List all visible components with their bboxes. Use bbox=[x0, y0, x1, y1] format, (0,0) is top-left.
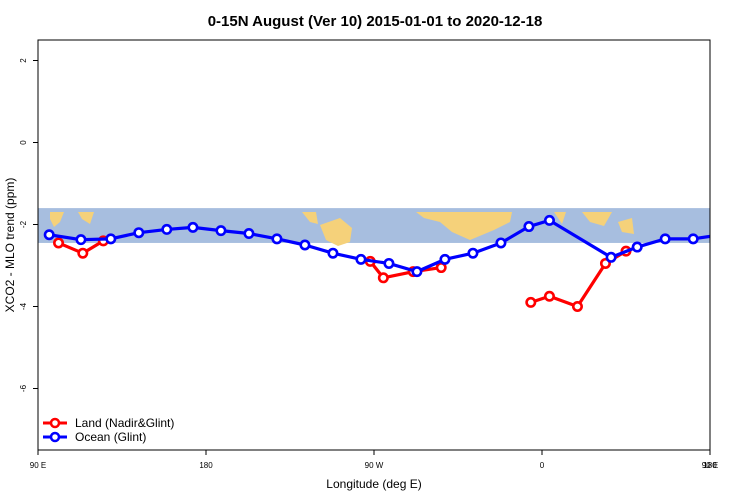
data-point-ocean bbox=[105, 233, 117, 245]
map-land-shape bbox=[554, 212, 566, 224]
data-point-ocean bbox=[743, 235, 750, 243]
y-tick-label: -2 bbox=[19, 220, 28, 228]
data-point-ocean bbox=[271, 233, 283, 245]
data-point-land bbox=[53, 237, 65, 249]
data-point-land bbox=[741, 239, 749, 247]
map-land-shape bbox=[416, 212, 512, 240]
data-point-ocean bbox=[467, 247, 479, 259]
data-point-land bbox=[377, 272, 389, 284]
x-tick-label: 90 E bbox=[30, 461, 46, 470]
data-point-ocean bbox=[605, 251, 617, 263]
map-land-shape bbox=[582, 212, 612, 226]
data-point-land bbox=[77, 247, 89, 259]
map-land-shape bbox=[50, 212, 64, 227]
data-point-ocean bbox=[631, 241, 643, 253]
data-point-ocean bbox=[543, 214, 555, 226]
world-map-band bbox=[38, 208, 710, 246]
data-point-ocean bbox=[243, 228, 255, 240]
data-point-land bbox=[543, 290, 555, 302]
map-land-shape bbox=[78, 212, 94, 224]
data-point-ocean bbox=[161, 223, 173, 235]
y-tick-label: -4 bbox=[19, 302, 28, 310]
legend-marker-land bbox=[49, 417, 61, 429]
x-tick-label: 0 bbox=[540, 461, 545, 470]
data-point-ocean bbox=[133, 227, 145, 239]
data-point-land bbox=[525, 296, 537, 308]
y-axis-title: XCO2 - MLO trend (ppm) bbox=[3, 178, 17, 313]
series-layer bbox=[43, 214, 750, 312]
map-land-shape bbox=[618, 218, 634, 234]
data-point-ocean bbox=[717, 231, 725, 239]
data-point-ocean bbox=[411, 266, 423, 278]
data-point-ocean bbox=[523, 221, 535, 233]
data-point-ocean bbox=[215, 225, 227, 237]
x-axis-title: Longitude (deg E) bbox=[326, 477, 421, 491]
legend-label-ocean: Ocean (Glint) bbox=[75, 430, 146, 444]
data-point-ocean bbox=[495, 237, 507, 249]
data-point-ocean bbox=[383, 257, 395, 269]
legend-label-land: Land (Nadir&Glint) bbox=[75, 416, 174, 430]
legend: Land (Nadir&Glint) Ocean (Glint) bbox=[43, 416, 174, 444]
map-land-shape bbox=[302, 212, 318, 224]
x-tick-label: 180 bbox=[703, 461, 717, 470]
data-point-ocean bbox=[439, 253, 451, 265]
x-tick-label: 90 E bbox=[702, 461, 718, 470]
chart-title: 0-15N August (Ver 10) 2015-01-01 to 2020… bbox=[208, 13, 543, 30]
data-point-ocean bbox=[43, 229, 55, 241]
data-point-land bbox=[711, 247, 719, 255]
data-point-ocean bbox=[187, 221, 199, 233]
map-land-shape bbox=[320, 218, 352, 246]
data-point-ocean bbox=[687, 233, 699, 245]
data-point-ocean bbox=[299, 239, 311, 251]
legend-marker-ocean bbox=[49, 431, 61, 443]
y-tick-label: -6 bbox=[19, 384, 28, 392]
x-tick-label: 180 bbox=[199, 461, 213, 470]
data-point-ocean bbox=[75, 234, 87, 246]
x-tick-label: 90 W bbox=[365, 461, 384, 470]
data-point-land bbox=[571, 300, 583, 312]
y-axis: 2 0 -2 -4 -6 bbox=[19, 58, 38, 392]
series-line-land bbox=[369, 260, 442, 280]
y-tick-label: 0 bbox=[19, 140, 28, 145]
data-point-ocean bbox=[659, 233, 671, 245]
data-point-ocean bbox=[355, 253, 367, 265]
data-point-ocean bbox=[327, 247, 339, 259]
plot-area bbox=[38, 40, 710, 450]
series-line-land bbox=[716, 241, 750, 253]
y-tick-label: 2 bbox=[19, 58, 28, 63]
